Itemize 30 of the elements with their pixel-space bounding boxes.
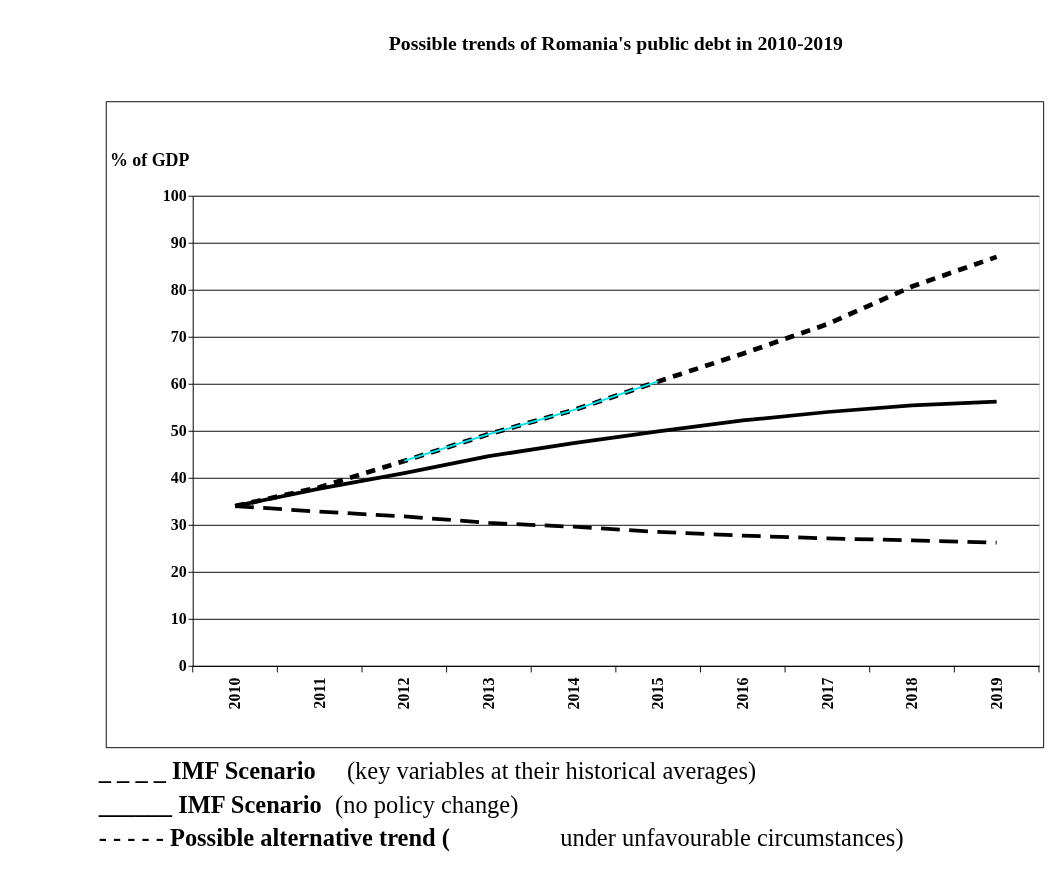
y-tick-label: 100 <box>162 186 187 204</box>
text: _ _ _ _ IMF Scenario <box>97 756 316 784</box>
text: (key variables at their historical averages) <box>346 756 757 785</box>
y-tick-label: 0 <box>178 657 187 675</box>
y-tick-label: 50 <box>170 421 187 439</box>
x-tick-label: 2017 <box>818 677 836 710</box>
y-tick-label: 60 <box>170 374 187 392</box>
y-tick-label: 30 <box>170 516 187 533</box>
x-tick-label: 2015 <box>649 677 667 710</box>
line-series <box>403 380 660 462</box>
text: - - - - - Possible alternative trend ( <box>98 824 450 853</box>
x-tick-label: 2010 <box>226 677 244 710</box>
y-tick-label: 20 <box>170 563 187 581</box>
text: ______ IMF Scenario <box>97 790 322 818</box>
y-tick-label: 90 <box>170 233 187 251</box>
x-tick-label: 2016 <box>733 677 751 710</box>
text: under unfavourable circumstances) <box>560 824 904 853</box>
y-tick-label: 10 <box>170 610 187 628</box>
y-tick-label: 70 <box>170 327 187 345</box>
y-tick-label: 80 <box>170 280 187 298</box>
x-tick-label: 2011 <box>310 677 328 709</box>
x-tick-label: 2012 <box>395 677 413 710</box>
x-tick-label: 2019 <box>987 677 1005 710</box>
y-tick-label: 40 <box>170 468 187 486</box>
x-tick-label: 2013 <box>480 677 498 710</box>
chart-title: Possible trends of Romania's public debt in 2010-2019 <box>388 32 844 55</box>
x-tick-label: 2018 <box>903 677 921 710</box>
y-axis-title: % of GDP <box>110 149 190 170</box>
x-tick-label: 2014 <box>564 677 582 710</box>
text: (no policy change) <box>335 790 519 819</box>
